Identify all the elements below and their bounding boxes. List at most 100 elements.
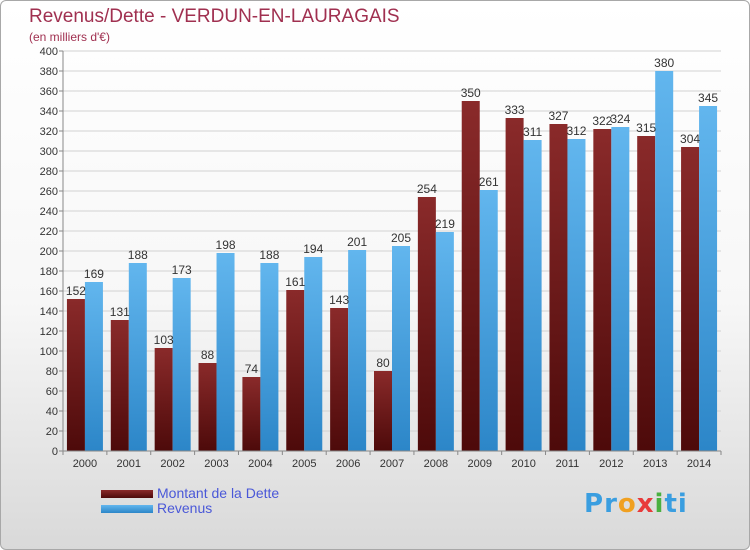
y-tick-label: 300 [40,146,58,158]
value-label-debt-2006: 143 [329,293,349,307]
bars [66,71,718,451]
y-tick-label: 320 [40,126,58,138]
bar-revenue-2005 [304,257,323,451]
bar-revenue-2009 [479,190,498,451]
bar-revenue-2008 [435,232,454,451]
x-tick-label-2007: 2007 [380,458,404,470]
y-tick-label: 260 [40,186,58,198]
bar-debt-2014 [681,147,700,451]
legend-swatch-debt [101,490,153,498]
legend-label-revenue: Revenus [157,500,213,516]
proxiti-logo: Proxiti [584,489,688,519]
bar-revenue-2011 [567,139,586,451]
y-tick-label: 40 [46,406,58,418]
y-tick-label: 240 [40,206,58,218]
bar-revenue-2012 [611,127,630,451]
x-tick-label-2006: 2006 [336,458,360,470]
value-label-revenue-2013: 380 [654,56,674,70]
bar-debt-2009 [461,101,480,451]
value-label-revenue-2001: 188 [128,248,148,262]
logo-letter: o [617,489,637,519]
bar-revenue-2010 [523,140,542,451]
logo-letter: r [604,489,618,519]
value-label-debt-2002: 103 [154,333,174,347]
bar-revenue-2014 [699,106,718,451]
value-label-debt-2005: 161 [285,275,305,289]
x-tick-label-2005: 2005 [292,458,316,470]
x-tick-label-2001: 2001 [117,458,141,470]
y-tick-label: 280 [40,166,58,178]
x-axis-ticks: 2000 2001 2002 2003 2004 2005 2006 2007 2008 2009… [62,451,722,470]
bar-debt-2008 [417,197,436,451]
bar-revenue-2001 [128,263,147,451]
y-tick-label: 200 [40,246,58,258]
bar-debt-2010 [505,118,524,451]
value-label-debt-2010: 333 [505,103,525,117]
y-tick-label: 60 [46,386,58,398]
value-label-revenue-2011: 312 [566,124,586,138]
value-label-debt-2012: 322 [592,114,612,128]
bar-revenue-2006 [348,250,367,451]
value-label-revenue-2007: 205 [391,231,411,245]
x-tick-label-2009: 2009 [467,458,491,470]
y-tick-label: 80 [46,366,58,378]
x-tick-label-2008: 2008 [424,458,448,470]
logo-letter: x [636,489,655,519]
y-tick-label: 140 [40,306,58,318]
logo-letter: i [654,489,665,519]
bar-debt-2011 [549,124,568,451]
bar-debt-2000 [66,299,85,451]
value-label-debt-2009: 350 [461,86,481,100]
value-label-revenue-2005: 194 [303,242,323,256]
bar-revenue-2007 [392,246,410,451]
value-label-revenue-2004: 188 [259,248,279,262]
bar-revenue-2000 [84,282,103,451]
y-tick-label: 400 [40,46,58,58]
bar-debt-2005 [286,290,305,451]
x-tick-label-2011: 2011 [556,458,580,470]
value-label-revenue-2012: 324 [610,112,630,126]
value-label-revenue-2009: 261 [479,175,499,189]
bar-revenue-2002 [172,278,191,451]
x-tick-label-2010: 2010 [511,458,535,470]
y-tick-label: 340 [40,106,58,118]
x-tick-label-2014: 2014 [687,458,711,470]
x-tick-label-2004: 2004 [248,458,272,470]
legend-swatch-revenue [101,505,153,513]
legend-label-debt: Montant de la Dette [157,485,280,501]
value-label-debt-2013: 315 [636,121,656,135]
bar-debt-2007 [374,371,392,451]
x-tick-label-2002: 2002 [160,458,184,470]
bar-debt-2001 [110,320,129,451]
value-label-revenue-2010: 311 [523,125,542,139]
value-label-debt-2001: 131 [110,305,130,319]
bar-debt-2004 [242,377,261,451]
y-tick-label: 100 [40,346,58,358]
y-tick-label: 0 [52,446,58,458]
chart-title: Revenus/Dette - VERDUN-EN-LAURAGAIS [29,6,400,27]
bar-revenue-2004 [260,263,279,451]
value-label-debt-2014: 304 [680,132,700,146]
value-label-revenue-2000: 169 [84,267,104,281]
bar-debt-2003 [198,363,217,451]
logo-letter: P [584,489,605,519]
x-tick-label-2003: 2003 [204,458,228,470]
logo-letter: t [664,489,678,519]
value-label-revenue-2002: 173 [172,263,192,277]
x-tick-label-2012: 2012 [599,458,623,470]
bar-debt-2013 [637,136,656,451]
value-label-revenue-2003: 198 [216,238,236,252]
y-tick-label: 160 [40,286,58,298]
logo-letter: i [677,489,688,519]
y-tick-label: 20 [46,426,58,438]
value-label-revenue-2008: 219 [435,217,455,231]
value-label-debt-2000: 152 [66,284,86,298]
y-tick-label: 120 [40,326,58,338]
y-tick-label: 360 [40,86,58,98]
value-label-revenue-2014: 345 [698,91,718,105]
bar-revenue-2013 [655,71,674,451]
value-labels: 152 169 131 188 103 173 88 198 74 188 161 194 143 201… [66,56,718,376]
y-tick-label: 180 [40,266,58,278]
bar-debt-2012 [593,129,612,451]
